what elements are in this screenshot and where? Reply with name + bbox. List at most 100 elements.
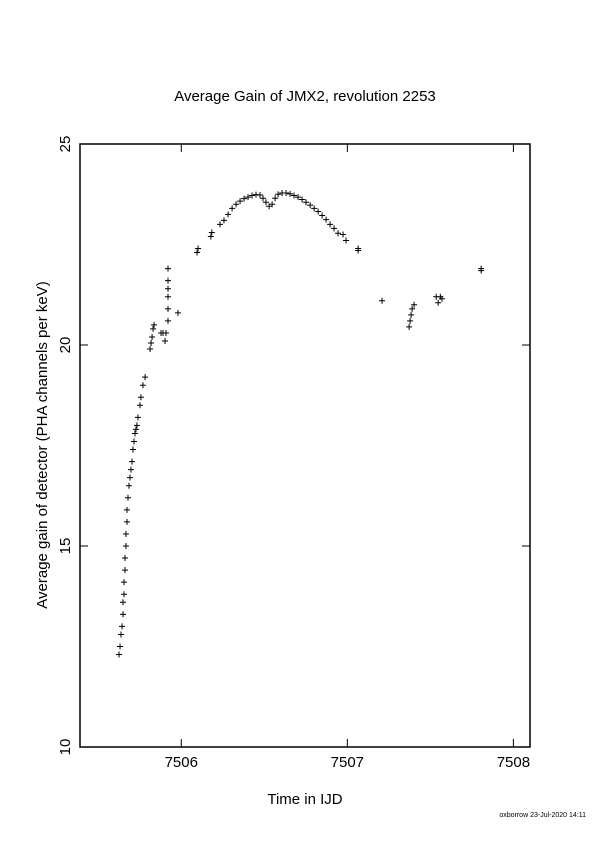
data-point [233,201,240,208]
data-point [165,277,172,284]
x-tick-label: 7506 [165,754,198,771]
data-point [136,402,143,409]
data-point [327,221,334,228]
data-point [249,192,256,199]
data-point [165,265,172,272]
data-point [355,247,362,254]
data-point [134,414,141,421]
data-point [335,230,342,237]
data-point [194,249,201,256]
data-point [331,225,338,232]
data-point [438,295,445,302]
data-point [220,217,227,224]
y-tick-label: 25 [57,136,74,153]
data-point [435,299,442,306]
data-point [165,305,172,312]
data-point [142,374,149,381]
data-point [132,426,139,433]
data-point [162,337,169,344]
data-point [128,458,135,465]
data-point [229,205,236,212]
data-point [126,474,133,481]
data-point [122,543,129,549]
data-point [295,194,302,201]
data-point [116,651,123,658]
data-point [122,567,128,574]
data-point [283,190,290,197]
data-point [163,329,170,336]
data-point [127,466,134,473]
data-point [117,643,124,650]
data-point [147,346,154,353]
data-point [241,195,248,202]
data-point [216,221,223,228]
data-point [272,195,279,202]
x-tick-label: 7507 [331,754,364,771]
data-point [137,394,144,401]
data-point [259,195,266,202]
data-point [262,199,269,206]
data-point [407,317,414,324]
data-point [151,321,158,328]
data-point [269,201,276,208]
data-point [139,382,146,389]
x-tick-label: 7508 [497,754,530,771]
data-point [165,285,172,292]
data-point [165,317,172,324]
data-point [174,309,181,316]
data-point [291,192,298,199]
data-point [311,205,318,212]
data-point [287,190,294,197]
data-point [408,311,415,318]
data-point [123,518,130,525]
data-point [340,231,347,238]
data-point [165,293,172,300]
data-point [478,265,485,272]
data-point [120,599,127,606]
data-point [245,194,252,201]
y-tick-label: 20 [57,337,74,354]
data-point [125,482,132,489]
x-axis-label: Time in IJD [267,791,342,808]
chart-title: Average Gain of JMX2, revolution 2253 [174,88,436,105]
data-point [133,422,140,429]
data-point [409,305,416,312]
data-point [323,216,330,223]
data-point [406,323,413,330]
data-point [411,301,418,308]
data-point [207,233,214,240]
data-point [343,237,350,244]
data-point [131,430,138,437]
data-point [275,191,282,198]
data-point [122,555,128,562]
data-point [319,212,326,219]
y-axis-label: Average gain of detector (PHA channels p… [34,281,51,608]
data-point [150,325,157,332]
data-point [119,623,126,630]
data-point [148,339,155,346]
plot-frame [79,143,531,748]
data-point [195,245,202,252]
data-point [124,494,131,501]
data-point [302,199,309,206]
y-tick-label: 10 [57,739,74,756]
data-point [257,192,263,199]
data-point [315,208,322,215]
data-point [225,211,232,218]
data-point [237,198,244,205]
data-point [118,631,125,638]
data-point [129,446,136,453]
data-point [149,333,156,340]
data-point [299,196,306,203]
data-point [379,297,386,304]
data-point [120,611,127,618]
data-point [121,579,128,586]
data-point [208,229,215,236]
data-point [121,591,128,598]
data-point [307,202,314,209]
footer: oxborrow 23-Jul-2020 14:11 [499,812,586,819]
y-tick-label: 15 [57,538,74,555]
data-point [130,438,137,445]
data-point [122,530,129,537]
